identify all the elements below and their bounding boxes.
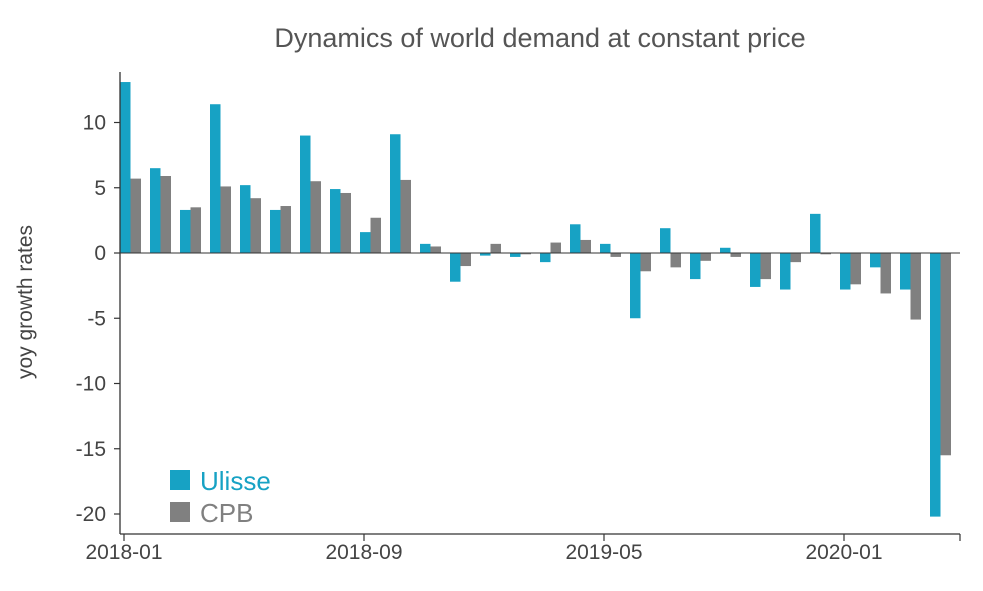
y-tick-label: 5 — [94, 177, 106, 200]
ticks-group: 10 5 0 -5 -10 -15 -20 2018-01 2018-09 2019-05 2020… — [76, 112, 961, 564]
bar-cpb-2019-11 — [790, 253, 801, 263]
y-tick-label: 0 — [94, 242, 106, 265]
bar-ulisse-2018-04 — [210, 104, 221, 253]
bar-cpb-2018-01 — [130, 178, 141, 253]
bar-ulisse-2018-12 — [450, 253, 461, 282]
bar-cpb-2019-06 — [640, 253, 651, 272]
bar-cpb-2018-12 — [460, 253, 471, 267]
bar-cpb-2019-12 — [820, 253, 831, 255]
bar-cpb-2018-07 — [310, 181, 321, 253]
bar-cpb-2020-02 — [880, 253, 891, 294]
bar-ulisse-2018-06 — [270, 209, 281, 253]
x-tick-label: 2019-05 — [565, 541, 642, 564]
bar-ulisse-2018-07 — [300, 135, 311, 253]
bar-cpb-2019-09 — [730, 253, 741, 257]
bar-ulisse-2019-02 — [510, 253, 521, 257]
bar-ulisse-2019-10 — [750, 253, 761, 287]
bar-ulisse-2020-03 — [900, 253, 911, 290]
y-tick-label: 10 — [83, 112, 106, 135]
bar-cpb-2018-08 — [340, 192, 351, 253]
bar-ulisse-2020-04 — [930, 253, 941, 517]
bar-ulisse-2019-05 — [600, 243, 611, 253]
bar-ulisse-2019-03 — [540, 253, 551, 263]
x-tick-label: 2018-09 — [325, 541, 402, 564]
x-tick-label: 2018-01 — [85, 541, 162, 564]
bar-cpb-2019-08 — [700, 253, 711, 261]
bar-cpb-2018-09 — [370, 217, 381, 253]
chart-title: Dynamics of world demand at constant pri… — [274, 23, 805, 53]
bar-ulisse-2019-12 — [810, 213, 821, 253]
bar-ulisse-2018-02 — [150, 168, 161, 253]
bar-cpb-2020-01 — [850, 253, 861, 285]
bar-ulisse-2019-08 — [690, 253, 701, 280]
bar-cpb-2018-10 — [400, 179, 411, 253]
y-tick-label: -10 — [76, 373, 106, 396]
legend-swatch-ulisse — [170, 470, 190, 490]
bar-cpb-2018-03 — [190, 207, 201, 253]
bar-ulisse-2018-03 — [180, 209, 191, 253]
bar-ulisse-2020-02 — [870, 253, 881, 268]
bars-group — [120, 82, 951, 517]
y-tick-label: -20 — [76, 503, 106, 526]
bar-ulisse-2018-01 — [120, 82, 131, 253]
bar-cpb-2020-03 — [910, 253, 921, 320]
legend-label-ulisse: Ulisse — [200, 466, 271, 496]
bar-cpb-2019-05 — [610, 253, 621, 257]
bar-cpb-2018-04 — [220, 186, 231, 253]
bar-cpb-2018-06 — [280, 206, 291, 253]
bar-ulisse-2019-04 — [570, 224, 581, 253]
x-tick-label: 2020-01 — [805, 541, 882, 564]
bar-ulisse-2020-01 — [840, 253, 851, 290]
legend-label-cpb: CPB — [200, 498, 253, 528]
bar-cpb-2019-04 — [580, 239, 591, 253]
bar-ulisse-2019-06 — [630, 253, 641, 319]
bar-ulisse-2018-10 — [390, 134, 401, 253]
bar-cpb-2018-11 — [430, 246, 441, 253]
legend-swatch-cpb — [170, 502, 190, 522]
bar-ulisse-2019-01 — [480, 253, 491, 256]
bar-cpb-2018-02 — [160, 176, 171, 253]
bar-cpb-2019-02 — [520, 253, 531, 255]
bar-ulisse-2019-07 — [660, 228, 671, 253]
y-tick-label: -15 — [76, 438, 106, 461]
axes-group — [119, 72, 960, 535]
bar-cpb-2020-04 — [940, 253, 951, 456]
bar-cpb-2019-01 — [490, 243, 501, 253]
bar-ulisse-2018-11 — [420, 243, 431, 253]
bar-cpb-2019-03 — [550, 242, 561, 253]
bar-cpb-2019-07 — [670, 253, 681, 268]
bar-cpb-2019-10 — [760, 253, 771, 280]
bar-cpb-2018-05 — [250, 198, 261, 253]
bar-ulisse-2019-11 — [780, 253, 791, 290]
y-tick-label: -5 — [87, 307, 106, 330]
bar-ulisse-2018-09 — [360, 232, 371, 253]
y-axis-label: yoy growth rates — [14, 225, 37, 379]
bar-ulisse-2019-09 — [720, 247, 731, 253]
bar-ulisse-2018-08 — [330, 189, 341, 253]
bar-ulisse-2018-05 — [240, 185, 251, 253]
